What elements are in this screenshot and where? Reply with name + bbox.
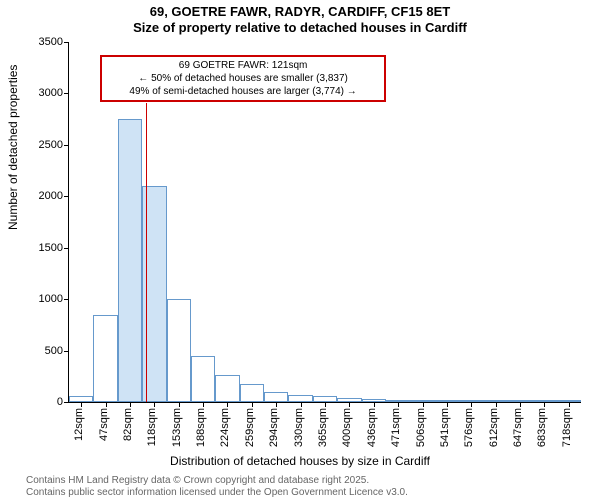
x-tick-mark <box>374 402 375 407</box>
x-tick-mark <box>496 402 497 407</box>
x-tick-label: 47sqm <box>98 408 110 441</box>
x-tick-label: 224sqm <box>219 408 231 447</box>
x-tick-label: 188sqm <box>195 408 207 447</box>
x-tick-label: 506sqm <box>415 408 427 447</box>
y-tick-label: 2500 <box>29 139 63 151</box>
x-tick-mark <box>398 402 399 407</box>
y-tick-mark <box>64 196 69 197</box>
x-tick-mark <box>544 402 545 407</box>
annotation-line: ← 50% of detached houses are smaller (3,… <box>108 72 379 85</box>
x-tick-label: 153sqm <box>171 408 183 447</box>
x-tick-label: 647sqm <box>512 408 524 447</box>
property-marker-line <box>146 103 147 402</box>
x-tick-mark <box>81 402 82 407</box>
x-tick-label: 400sqm <box>341 408 353 447</box>
credit-line-2: Contains public sector information licen… <box>26 487 408 498</box>
histogram-bar <box>167 299 191 402</box>
x-tick-mark <box>203 402 204 407</box>
credit-line-1: Contains HM Land Registry data © Crown c… <box>26 475 369 486</box>
x-tick-label: 330sqm <box>293 408 305 447</box>
x-tick-label: 576sqm <box>463 408 475 447</box>
y-tick-mark <box>64 93 69 94</box>
chart-title-sub: Size of property relative to detached ho… <box>0 20 600 35</box>
x-tick-mark <box>252 402 253 407</box>
x-tick-label: 718sqm <box>561 408 573 447</box>
x-tick-label: 259sqm <box>244 408 256 447</box>
annotation-line: 69 GOETRE FAWR: 121sqm <box>108 59 379 72</box>
x-tick-mark <box>569 402 570 407</box>
y-tick-mark <box>64 42 69 43</box>
y-tick-mark <box>64 402 69 403</box>
x-tick-label: 683sqm <box>536 408 548 447</box>
y-tick-label: 1000 <box>29 293 63 305</box>
x-tick-label: 294sqm <box>268 408 280 447</box>
x-tick-label: 541sqm <box>439 408 451 447</box>
annotation-line: 49% of semi-detached houses are larger (… <box>108 85 379 98</box>
chart-title-main: 69, GOETRE FAWR, RADYR, CARDIFF, CF15 8E… <box>0 4 600 19</box>
y-tick-label: 3500 <box>29 36 63 48</box>
histogram-bar <box>215 375 239 402</box>
x-tick-mark <box>471 402 472 407</box>
histogram-bar <box>93 315 117 402</box>
y-tick-mark <box>64 248 69 249</box>
x-tick-mark <box>154 402 155 407</box>
x-tick-label: 82sqm <box>122 408 134 441</box>
x-axis-label: Distribution of detached houses by size … <box>0 454 600 468</box>
x-tick-mark <box>106 402 107 407</box>
x-tick-mark <box>227 402 228 407</box>
x-tick-label: 612sqm <box>488 408 500 447</box>
y-tick-label: 0 <box>29 396 63 408</box>
y-tick-mark <box>64 145 69 146</box>
x-tick-mark <box>276 402 277 407</box>
histogram-bar <box>288 395 312 402</box>
histogram-bar <box>191 356 215 402</box>
x-tick-mark <box>301 402 302 407</box>
x-tick-mark <box>447 402 448 407</box>
y-tick-label: 2000 <box>29 190 63 202</box>
x-tick-label: 471sqm <box>390 408 402 447</box>
chart-container: 69, GOETRE FAWR, RADYR, CARDIFF, CF15 8E… <box>0 0 600 500</box>
y-tick-label: 3000 <box>29 87 63 99</box>
x-tick-mark <box>130 402 131 407</box>
x-tick-mark <box>179 402 180 407</box>
histogram-bar <box>264 392 288 402</box>
x-tick-label: 436sqm <box>366 408 378 447</box>
annotation-box: 69 GOETRE FAWR: 121sqm← 50% of detached … <box>100 55 387 102</box>
plot-area: 050010001500200025003000350012sqm47sqm82… <box>68 42 581 403</box>
x-tick-mark <box>423 402 424 407</box>
x-tick-label: 12sqm <box>73 408 85 441</box>
y-axis-label: Number of detached properties <box>6 65 20 230</box>
histogram-bar <box>118 119 142 402</box>
y-tick-label: 500 <box>29 345 63 357</box>
x-tick-mark <box>325 402 326 407</box>
y-tick-label: 1500 <box>29 242 63 254</box>
y-tick-mark <box>64 351 69 352</box>
x-tick-mark <box>520 402 521 407</box>
y-tick-mark <box>64 299 69 300</box>
x-tick-label: 365sqm <box>317 408 329 447</box>
x-tick-label: 118sqm <box>146 408 158 446</box>
histogram-bar <box>240 384 264 403</box>
x-tick-mark <box>349 402 350 407</box>
